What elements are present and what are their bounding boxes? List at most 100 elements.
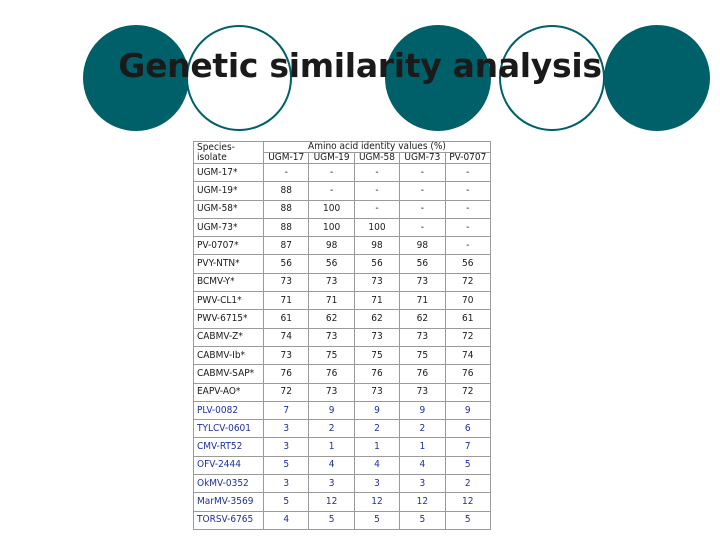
identity-value-cell: 56	[444, 254, 492, 274]
table-body: UGM-17* - - - - - UGM-19* 88- - - - UGM-58* 88 100- - -…	[193, 162, 492, 531]
identity-value-cell: -	[444, 217, 492, 238]
identity-value-cell: -	[399, 217, 446, 238]
identity-value-cell: 5	[353, 510, 401, 531]
species-name-cell: TYLCV-0601	[193, 419, 264, 439]
column-header: UGM-19	[308, 152, 355, 164]
identity-value-cell: 100	[353, 217, 401, 238]
identity-value-cell: 72	[444, 272, 492, 293]
table-row: UGM-58* 88 100- - -	[193, 199, 492, 219]
identity-value-cell: 9	[353, 400, 401, 421]
table-row: PWV-6715* 61 62 62 62 61	[193, 309, 492, 329]
identity-value-cell: 100	[308, 199, 355, 219]
identity-value-cell: 2	[399, 419, 446, 439]
identity-value-cell: 73	[262, 272, 310, 293]
identity-value-cell: 73	[308, 272, 355, 293]
species-header: Species-isolate	[193, 141, 264, 164]
species-name-cell: CABMV-Z*	[193, 327, 264, 347]
column-header: UGM-58	[353, 152, 401, 164]
identity-value-cell: 100	[308, 217, 355, 238]
identity-value-cell: 12	[308, 492, 355, 512]
table-row: CABMV-Z* 74 73 73 73 72	[193, 327, 492, 347]
table-row: OkMV-0352 3 3 3 3 2	[193, 474, 492, 494]
identity-value-cell: 74	[444, 345, 492, 366]
identity-value-cell: 12	[399, 492, 446, 512]
identity-value-cell: -	[353, 162, 401, 183]
identity-value-cell: 74	[262, 327, 310, 347]
identity-value-cell: 72	[444, 382, 492, 402]
identity-value-cell: 5	[262, 492, 310, 512]
species-name-cell: OFV-2444	[193, 455, 264, 476]
identity-value-cell: 73	[353, 327, 401, 347]
identity-value-cell: 71	[262, 291, 310, 311]
table-row: UGM-19* 88- - - -	[193, 181, 492, 201]
identity-value-cell: 6	[444, 419, 492, 439]
identity-value-cell: 5	[262, 455, 310, 476]
identity-value-cell: 62	[399, 309, 446, 329]
identity-value-cell: 3	[262, 474, 310, 494]
table-row: TYLCV-0601 3 2 2 2 6	[193, 419, 492, 439]
identity-value-cell: 5	[444, 455, 492, 476]
identity-value-cell: -	[444, 236, 492, 256]
species-name-cell: CABMV-Ib*	[193, 345, 264, 366]
species-name-cell: OkMV-0352	[193, 474, 264, 494]
identity-value-cell: 61	[444, 309, 492, 329]
identity-value-cell: 1	[308, 437, 355, 457]
species-name-cell: UGM-17*	[193, 162, 264, 183]
identity-value-cell: 73	[353, 382, 401, 402]
identity-value-cell: 98	[353, 236, 401, 256]
identity-value-cell: -	[444, 199, 492, 219]
identity-value-cell: 1	[353, 437, 401, 457]
identity-value-cell: 73	[308, 382, 355, 402]
slide-title: Genetic similarity analysis	[118, 46, 602, 85]
identity-value-cell: 2	[444, 474, 492, 494]
identity-value-cell: 5	[399, 510, 446, 531]
identity-value-cell: 3	[262, 437, 310, 457]
species-name-cell: UGM-19*	[193, 181, 264, 201]
amino-acid-identity-table: Species-isolate Amino acid identity valu…	[193, 141, 492, 531]
identity-value-cell: -	[262, 162, 310, 183]
species-name-cell: PWV-6715*	[193, 309, 264, 329]
identity-value-cell: 9	[308, 400, 355, 421]
identity-value-cell: 88	[262, 199, 310, 219]
column-header: UGM-17	[262, 152, 310, 164]
identity-value-cell: -	[444, 181, 492, 201]
identity-value-cell: 73	[399, 272, 446, 293]
identity-value-cell: 75	[308, 345, 355, 366]
identity-value-cell: 7	[262, 400, 310, 421]
species-name-cell: PWV-CL1*	[193, 291, 264, 311]
identity-value-cell: -	[444, 162, 492, 183]
species-name-cell: CABMV-SAP*	[193, 364, 264, 384]
table-row: CABMV-SAP* 76 76 76 76 76	[193, 364, 492, 384]
identity-value-cell: 12	[444, 492, 492, 512]
table-row: UGM-17* - - - - -	[193, 162, 492, 183]
identity-value-cell: 72	[262, 382, 310, 402]
identity-value-cell: 4	[399, 455, 446, 476]
identity-value-cell: 98	[308, 236, 355, 256]
decor-circle-5	[604, 25, 710, 131]
table-row: PV-0707* 87 98 98 98-	[193, 236, 492, 256]
identity-value-cell: 3	[399, 474, 446, 494]
header-row-1: Species-isolate Amino acid identity valu…	[193, 141, 491, 164]
table-row: PVY-NTN* 56 56 56 56 56	[193, 254, 492, 274]
identity-value-cell: -	[399, 162, 446, 183]
identity-value-cell: 56	[353, 254, 401, 274]
species-name-cell: CMV-RT52	[193, 437, 264, 457]
table-row: UGM-73* 88 100 100- -	[193, 217, 492, 238]
species-name-cell: PVY-NTN*	[193, 254, 264, 274]
identity-value-cell: 62	[353, 309, 401, 329]
identity-value-cell: 76	[399, 364, 446, 384]
table-row: PWV-CL1* 71 71 71 71 70	[193, 291, 492, 311]
identity-value-cell: -	[399, 181, 446, 201]
species-name-cell: MarMV-3569	[193, 492, 264, 512]
identity-value-cell: 76	[353, 364, 401, 384]
identity-value-cell: 88	[262, 181, 310, 201]
identity-table-wrapper: Species-isolate Amino acid identity valu…	[193, 141, 492, 531]
identity-value-cell: 71	[308, 291, 355, 311]
identity-value-cell: -	[353, 181, 401, 201]
identity-value-cell: 4	[353, 455, 401, 476]
species-name-cell: EAPV-AO*	[193, 382, 264, 402]
identity-value-cell: 76	[262, 364, 310, 384]
species-name-cell: UGM-73*	[193, 217, 264, 238]
identity-value-cell: 71	[353, 291, 401, 311]
species-name-cell: PLV-0082	[193, 400, 264, 421]
